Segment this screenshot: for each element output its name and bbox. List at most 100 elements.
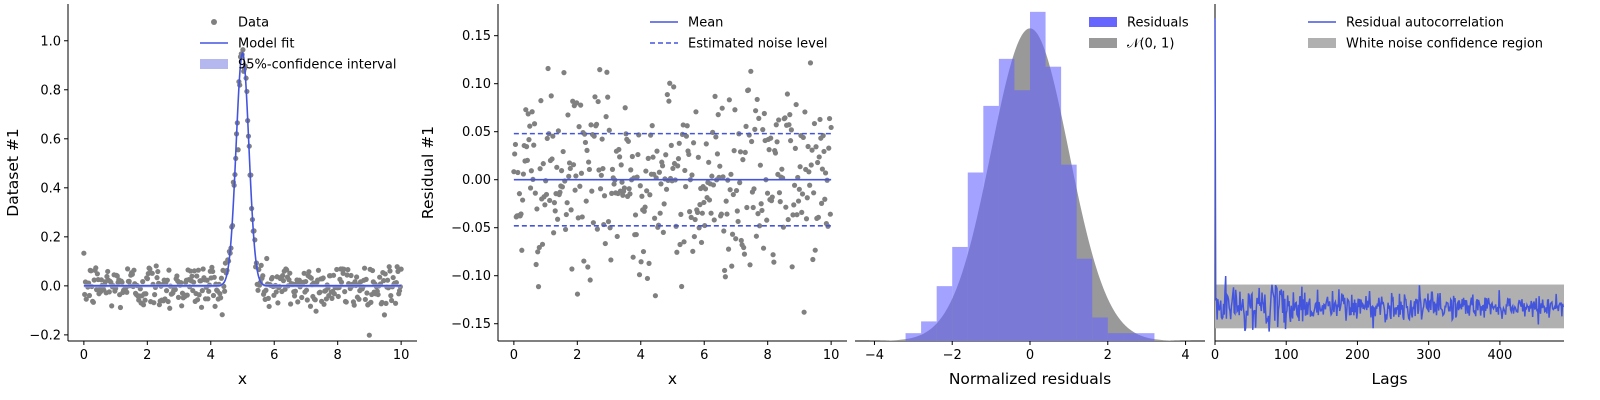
data-point [218, 295, 224, 301]
data-point [387, 268, 393, 274]
residual-point [757, 162, 763, 168]
data-point [321, 301, 327, 307]
residual-point [616, 146, 622, 153]
y-tick-label: −0.15 [451, 317, 491, 332]
data-point [210, 268, 216, 275]
y-tick-label: −0.10 [451, 269, 491, 284]
residual-point [811, 190, 817, 196]
residual-point [518, 211, 524, 217]
residual-point [644, 275, 651, 282]
residual-point [789, 264, 795, 270]
data-point [344, 272, 350, 278]
residual-point [528, 168, 534, 174]
residual-point [760, 245, 767, 251]
data-point [147, 266, 153, 272]
residual-point [709, 173, 715, 179]
residual-point [720, 174, 726, 180]
data-point [383, 300, 389, 307]
residual-point [641, 208, 647, 214]
residual-point [611, 181, 617, 187]
residual-point [621, 185, 627, 191]
residual-point [802, 109, 808, 115]
data-point [315, 267, 322, 273]
residual-point [646, 260, 652, 266]
residual-point [642, 204, 648, 210]
x-tick-label: 4 [1181, 348, 1189, 363]
data-point [149, 270, 155, 276]
residual-point [702, 186, 709, 192]
x-axis-label: Lags [1371, 370, 1407, 388]
data-point [209, 264, 215, 270]
residual-point [810, 256, 816, 263]
residual-point [523, 107, 529, 113]
residual-point [542, 202, 548, 208]
residual-point [816, 154, 822, 160]
residual-point [714, 151, 721, 157]
residual-point [652, 215, 658, 221]
residual-point [531, 142, 537, 148]
residual-point [531, 121, 538, 127]
x-axis-label: x [668, 370, 677, 388]
legend-item: Mean [650, 16, 723, 31]
y-tick-label: 0.6 [40, 132, 61, 147]
data-point [163, 288, 170, 294]
residual-point [538, 98, 544, 104]
data-point [313, 308, 319, 314]
residual-point [523, 144, 530, 150]
data-point [273, 289, 279, 295]
residual-point [661, 201, 667, 207]
data-point [288, 301, 294, 307]
residual-point [756, 223, 763, 229]
residual-point [663, 186, 670, 192]
data-point [354, 274, 360, 280]
x-tick-label: 6 [700, 348, 708, 363]
data-point [191, 279, 197, 285]
residual-point [650, 154, 656, 160]
residual-point [750, 204, 756, 211]
residual-point [564, 200, 570, 206]
residual-point [760, 127, 766, 133]
data-point [131, 267, 137, 273]
data-point [114, 273, 120, 279]
data-point [330, 272, 337, 278]
residual-point [638, 259, 644, 265]
data-point [206, 288, 212, 294]
data-point [125, 266, 131, 272]
histogram-bar [1123, 333, 1139, 341]
residual-point [724, 211, 730, 217]
residual-point [764, 190, 771, 196]
residual-point [629, 153, 635, 160]
data-point [166, 267, 172, 273]
x-tick-label: 0 [1026, 348, 1034, 363]
residual-point [570, 98, 576, 104]
residual-point [606, 127, 612, 133]
data-point [155, 268, 161, 275]
data-point [390, 274, 396, 281]
data-point [375, 291, 381, 298]
y-tick-label: 0.10 [462, 77, 491, 92]
data-point [348, 272, 354, 279]
residual-point [617, 154, 623, 160]
residual-point [625, 138, 631, 144]
data-point [304, 297, 310, 303]
residual-point [752, 126, 758, 132]
residual-point [690, 140, 697, 146]
residual-point [717, 163, 723, 169]
data-point [398, 266, 404, 272]
histogram-bar [921, 321, 937, 341]
residual-point [516, 191, 523, 197]
residual-point [614, 233, 620, 240]
histogram-bar [1138, 333, 1155, 341]
residual-point [727, 187, 733, 193]
residual-point [733, 236, 739, 242]
data-point [296, 277, 302, 283]
residual-point [675, 156, 682, 162]
residual-point [635, 151, 641, 158]
data-point [306, 269, 312, 275]
x-tick-label: 10 [823, 348, 840, 363]
residual-point [566, 173, 572, 179]
data-point [295, 299, 301, 305]
residual-point [822, 196, 828, 202]
residual-point [520, 171, 527, 177]
data-point [98, 277, 104, 283]
